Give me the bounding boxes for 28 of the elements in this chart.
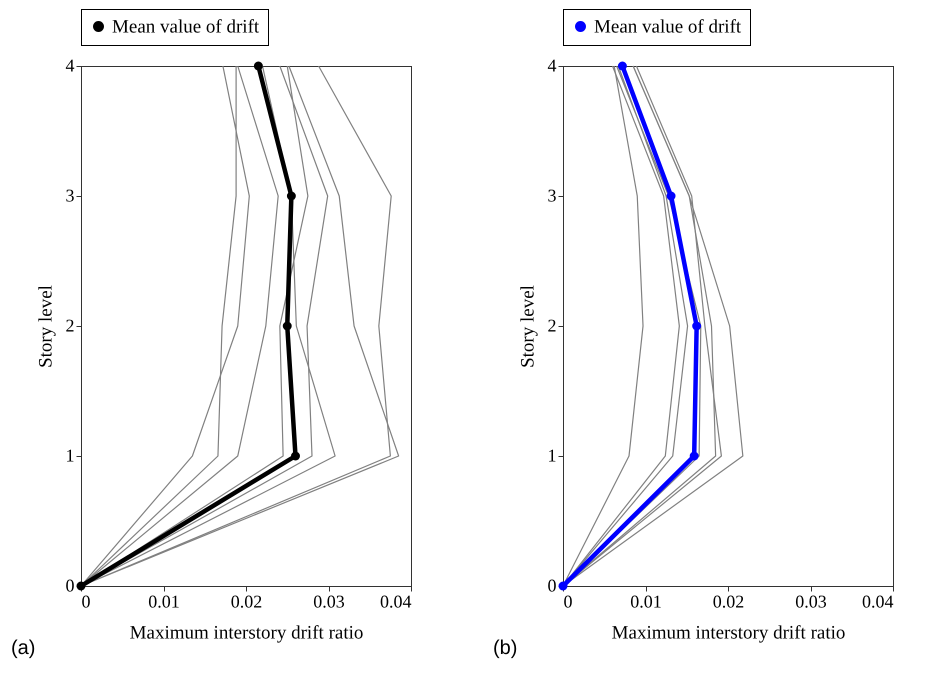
y-axis-title: Story level: [518, 285, 538, 368]
y-tick-label: 3: [548, 186, 556, 206]
x-axis-title: Maximum interstory drift ratio: [130, 622, 364, 644]
y-tick-label: 2: [548, 316, 556, 336]
text: (b): [493, 637, 518, 659]
y-tick-label: 0: [548, 576, 556, 596]
x-tick-label: 0.04: [862, 592, 894, 612]
x-tick-label: 0.03: [313, 592, 345, 612]
y-tick-label: 3: [66, 186, 74, 206]
x-tick-label: 0.03: [795, 592, 827, 612]
y-tick-label: 4: [548, 56, 556, 76]
x-tick-label: 0: [82, 592, 90, 612]
x-tick-label: 0.02: [230, 592, 262, 612]
x-axis-title: Maximum interstory drift ratio: [612, 622, 846, 644]
y-tick-label: 1: [66, 446, 74, 466]
text: (a): [11, 637, 36, 659]
legend-label: Mean value of drift: [112, 16, 260, 38]
y-tick-label: 1: [548, 446, 556, 466]
x-tick-label: 0.02: [712, 592, 744, 612]
y-tick-label: 0: [66, 576, 74, 596]
legend-label: Mean value of drift: [594, 16, 742, 38]
x-tick-label: 0.01: [630, 592, 662, 612]
x-tick-label: 0.01: [148, 592, 180, 612]
y-tick-label: 2: [66, 316, 74, 336]
x-tick-label: 0.04: [380, 592, 412, 612]
x-tick-label: 0: [564, 592, 572, 612]
y-tick-label: 4: [66, 56, 74, 76]
y-axis-title: Story level: [36, 285, 56, 368]
